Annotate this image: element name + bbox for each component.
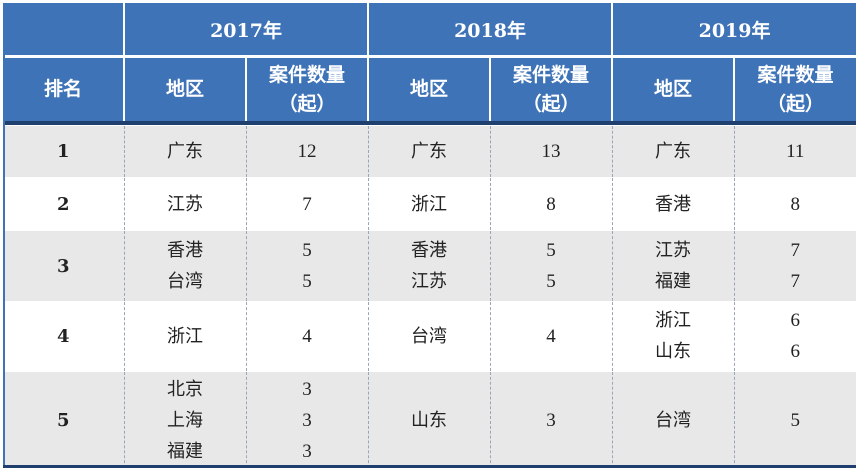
rank-cell: 1	[3, 124, 125, 178]
count-cell: 7	[246, 177, 369, 231]
region-cell: 广东	[124, 124, 247, 178]
case-ranking-table: 2017年 2018年 2019年 排名 地区 案件数量 （起） 地区 案件数量（…	[3, 3, 857, 468]
table-row: 2 江苏 7 浙江 8 香港 8	[3, 177, 857, 231]
rank-cell: 3	[3, 230, 125, 302]
count-cell: 4	[246, 300, 369, 372]
count-cell: 11	[734, 124, 857, 178]
count-cell: 8	[734, 177, 857, 231]
region-header-2019: 地区	[612, 56, 736, 121]
header-divider	[3, 121, 857, 126]
region-cell: 浙江	[124, 300, 247, 372]
region-cell: 香港 台湾	[124, 230, 247, 302]
count-header-2019: 案件数量 （起）	[734, 56, 857, 121]
table-left-border	[3, 3, 5, 468]
region-cell: 广东	[368, 124, 491, 178]
region-cell: 台湾	[612, 371, 735, 468]
year-2019-header: 2019年	[612, 3, 857, 58]
header-corner	[3, 3, 125, 58]
rank-cell: 4	[3, 300, 125, 372]
count-cell: 5	[734, 371, 857, 468]
region-cell: 香港	[612, 177, 735, 231]
region-cell: 香港 江苏	[368, 230, 491, 302]
column-header-row: 排名 地区 案件数量 （起） 地区 案件数量 （起） 地区 案件数量 （起）	[3, 56, 857, 121]
year-header-row: 2017年 2018年 2019年	[3, 3, 857, 58]
count-cell: 12	[246, 124, 369, 178]
region-cell: 浙江 山东	[612, 300, 735, 372]
count-cell: 4	[490, 300, 613, 372]
table-bottom-border	[3, 465, 856, 468]
count-cell: 8	[490, 177, 613, 231]
count-cell: 3	[490, 371, 613, 468]
rank-header: 排名	[3, 56, 125, 121]
table-row: 1 广东 12 广东 13 广东 11	[3, 124, 857, 178]
region-header-2018: 地区	[368, 56, 492, 121]
rank-cell: 2	[3, 177, 125, 231]
region-cell: 江苏 福建	[612, 230, 735, 302]
year-2018-header: 2018年	[368, 3, 614, 58]
year-2017-header: 2017年	[124, 3, 370, 58]
region-cell: 山东	[368, 371, 491, 468]
region-cell: 台湾	[368, 300, 491, 372]
count-cell: 13	[490, 124, 613, 178]
count-header-2018: 案件数量 （起）	[490, 56, 614, 121]
ranking-table-frame: 2017年 2018年 2019年 排名 地区 案件数量 （起） 地区 案件数量（…	[3, 3, 857, 468]
region-cell: 广东	[612, 124, 735, 178]
count-header-2017: 案件数量 （起）	[246, 56, 370, 121]
rank-cell: 5	[3, 371, 125, 468]
region-cell: 浙江	[368, 177, 491, 231]
region-cell: 江苏	[124, 177, 247, 231]
region-cell: 北京 上海 福建	[124, 371, 247, 468]
region-header-2017: 地区	[124, 56, 247, 121]
